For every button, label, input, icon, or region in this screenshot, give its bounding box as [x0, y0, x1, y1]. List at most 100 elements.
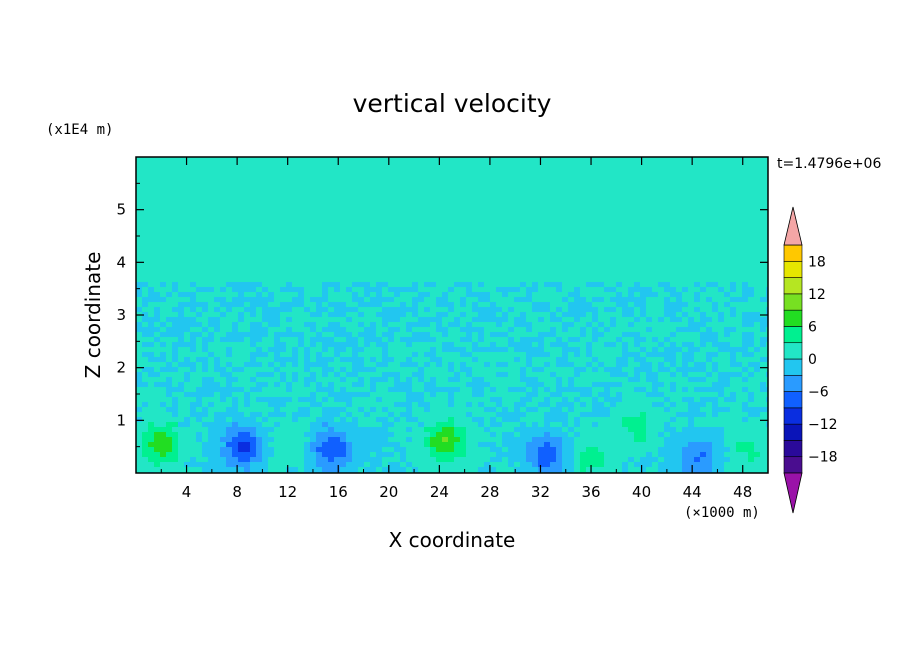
field-cell [160, 357, 167, 363]
field-cell [664, 192, 671, 198]
field-cell [712, 267, 719, 273]
field-cell [514, 367, 521, 373]
field-cell [196, 357, 203, 363]
field-cell [478, 367, 485, 373]
field-cell [760, 162, 767, 168]
field-cell [562, 292, 569, 298]
field-cell [370, 337, 377, 343]
field-cell [160, 217, 167, 223]
field-cell [694, 377, 701, 383]
field-cell [394, 287, 401, 293]
field-cell [652, 187, 659, 193]
field-cell [250, 347, 257, 353]
field-cell [376, 252, 383, 258]
field-cell [766, 367, 768, 373]
field-cell [418, 192, 425, 198]
field-cell [400, 312, 407, 318]
field-cell [496, 357, 503, 363]
field-cell [508, 322, 515, 328]
field-cell [148, 297, 155, 303]
field-cell [652, 322, 659, 328]
field-cell [478, 157, 485, 163]
field-cell [478, 192, 485, 198]
field-cell [238, 272, 245, 278]
field-cell [508, 217, 515, 223]
field-cell [166, 187, 173, 193]
field-cell [478, 327, 485, 333]
field-cell [598, 262, 605, 268]
field-cell [466, 357, 473, 363]
field-cell [448, 282, 455, 288]
field-cell [274, 312, 281, 318]
field-cell [694, 357, 701, 363]
field-cell [460, 332, 467, 338]
field-cell [220, 242, 227, 248]
field-cell [754, 322, 761, 328]
field-cell [256, 332, 263, 338]
field-cell [160, 162, 167, 168]
field-cell [670, 197, 677, 203]
field-cell [676, 262, 683, 268]
field-cell [250, 237, 257, 243]
field-cell [226, 242, 233, 248]
field-cell [532, 297, 539, 303]
field-cell [436, 267, 443, 273]
field-cell [556, 272, 563, 278]
field-cell [580, 297, 587, 303]
field-cell [532, 227, 539, 233]
field-cell [184, 342, 191, 348]
field-cell [358, 372, 365, 378]
field-cell [472, 172, 479, 178]
field-cell [148, 342, 155, 348]
field-cell [334, 192, 341, 198]
field-cell [766, 352, 768, 358]
field-cell [184, 287, 191, 293]
field-cell [142, 292, 149, 298]
field-cell [664, 237, 671, 243]
field-cell [160, 262, 167, 268]
field-cell [598, 302, 605, 308]
field-cell [394, 347, 401, 353]
field-cell [676, 287, 683, 293]
field-cell [436, 217, 443, 223]
field-cell [490, 272, 497, 278]
field-cell [148, 237, 155, 243]
field-cell [478, 337, 485, 343]
field-cell [556, 242, 563, 248]
field-cell [310, 187, 317, 193]
field-cell [670, 242, 677, 248]
field-cell [550, 267, 557, 273]
field-cell [382, 377, 389, 383]
field-cell [196, 392, 203, 398]
field-cell [346, 242, 353, 248]
field-cell [190, 267, 197, 273]
field-cell [418, 347, 425, 353]
field-cell [646, 362, 653, 368]
field-cell [226, 207, 233, 213]
field-cell [682, 347, 689, 353]
field-cell [550, 257, 557, 263]
field-cell [664, 382, 671, 388]
field-cell [550, 237, 557, 243]
field-cell [484, 197, 491, 203]
field-cell [496, 337, 503, 343]
field-cell [262, 182, 269, 188]
field-cell [670, 277, 677, 283]
field-cell [280, 277, 287, 283]
field-cell [718, 177, 725, 183]
field-cell [754, 272, 761, 278]
field-cell [286, 387, 293, 393]
field-cell [208, 322, 215, 328]
field-cell [226, 187, 233, 193]
field-cell [352, 327, 359, 333]
field-cell [622, 387, 629, 393]
field-cell [628, 227, 635, 233]
field-cell [766, 317, 768, 323]
field-cell [304, 382, 311, 388]
field-cell [718, 357, 725, 363]
field-cell [250, 182, 257, 188]
field-cell [322, 332, 329, 338]
field-cell [646, 297, 653, 303]
field-cell [472, 307, 479, 313]
field-cell [484, 312, 491, 318]
